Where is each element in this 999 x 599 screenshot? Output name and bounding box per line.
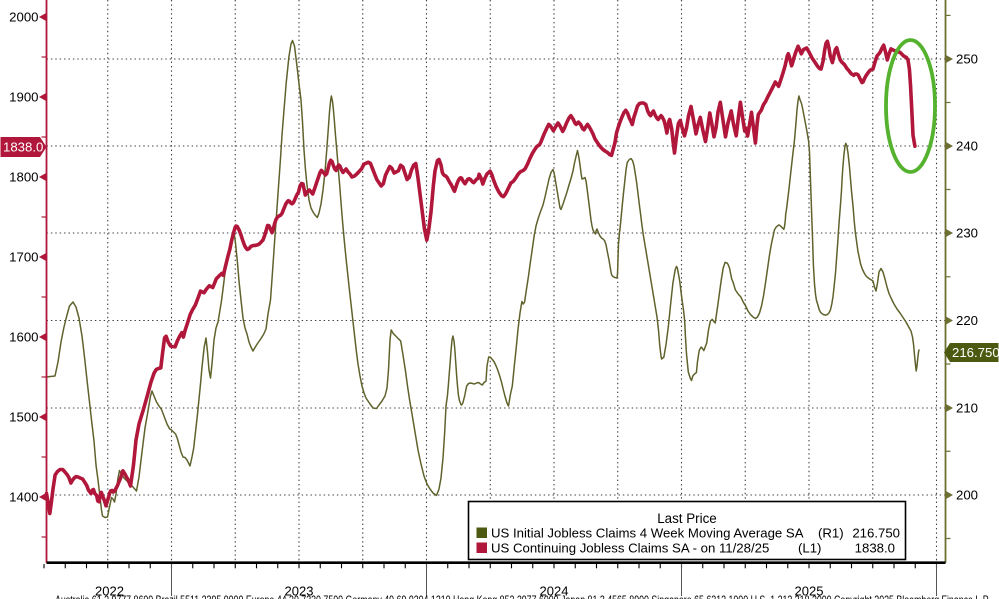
svg-text:2022: 2022 (95, 584, 124, 599)
svg-text:230: 230 (956, 226, 978, 241)
svg-text:1800: 1800 (9, 170, 38, 185)
svg-text:2023: 2023 (285, 584, 314, 599)
svg-text:1600: 1600 (9, 330, 38, 345)
svg-text:1838.0: 1838.0 (855, 541, 895, 556)
svg-text:220: 220 (956, 313, 978, 328)
svg-text:240: 240 (956, 139, 978, 154)
svg-text:(L1): (L1) (798, 541, 821, 556)
svg-text:(R1): (R1) (818, 526, 844, 541)
svg-text:US Continuing Jobless Claims S: US Continuing Jobless Claims SA - on 11/… (491, 541, 769, 556)
svg-text:2024: 2024 (540, 584, 569, 599)
svg-text:1838.0: 1838.0 (3, 140, 43, 155)
svg-text:210: 210 (956, 401, 978, 416)
svg-text:250: 250 (956, 52, 978, 67)
svg-text:1500: 1500 (9, 410, 38, 425)
svg-text:Australia 61 2 9777 8600 Brazi: Australia 61 2 9777 8600 Brazil 5511 239… (55, 593, 990, 599)
svg-text:216.750: 216.750 (952, 345, 999, 360)
svg-text:1900: 1900 (9, 90, 38, 105)
svg-text:Last Price: Last Price (657, 511, 717, 526)
svg-text:1700: 1700 (9, 250, 38, 265)
svg-text:2025: 2025 (795, 584, 824, 599)
svg-text:US Initial Jobless Claims 4 We: US Initial Jobless Claims 4 Week Moving … (491, 526, 804, 541)
svg-text:2000: 2000 (9, 10, 38, 25)
svg-text:1400: 1400 (9, 490, 38, 505)
svg-text:216.750: 216.750 (852, 526, 900, 541)
svg-text:200: 200 (956, 488, 978, 503)
